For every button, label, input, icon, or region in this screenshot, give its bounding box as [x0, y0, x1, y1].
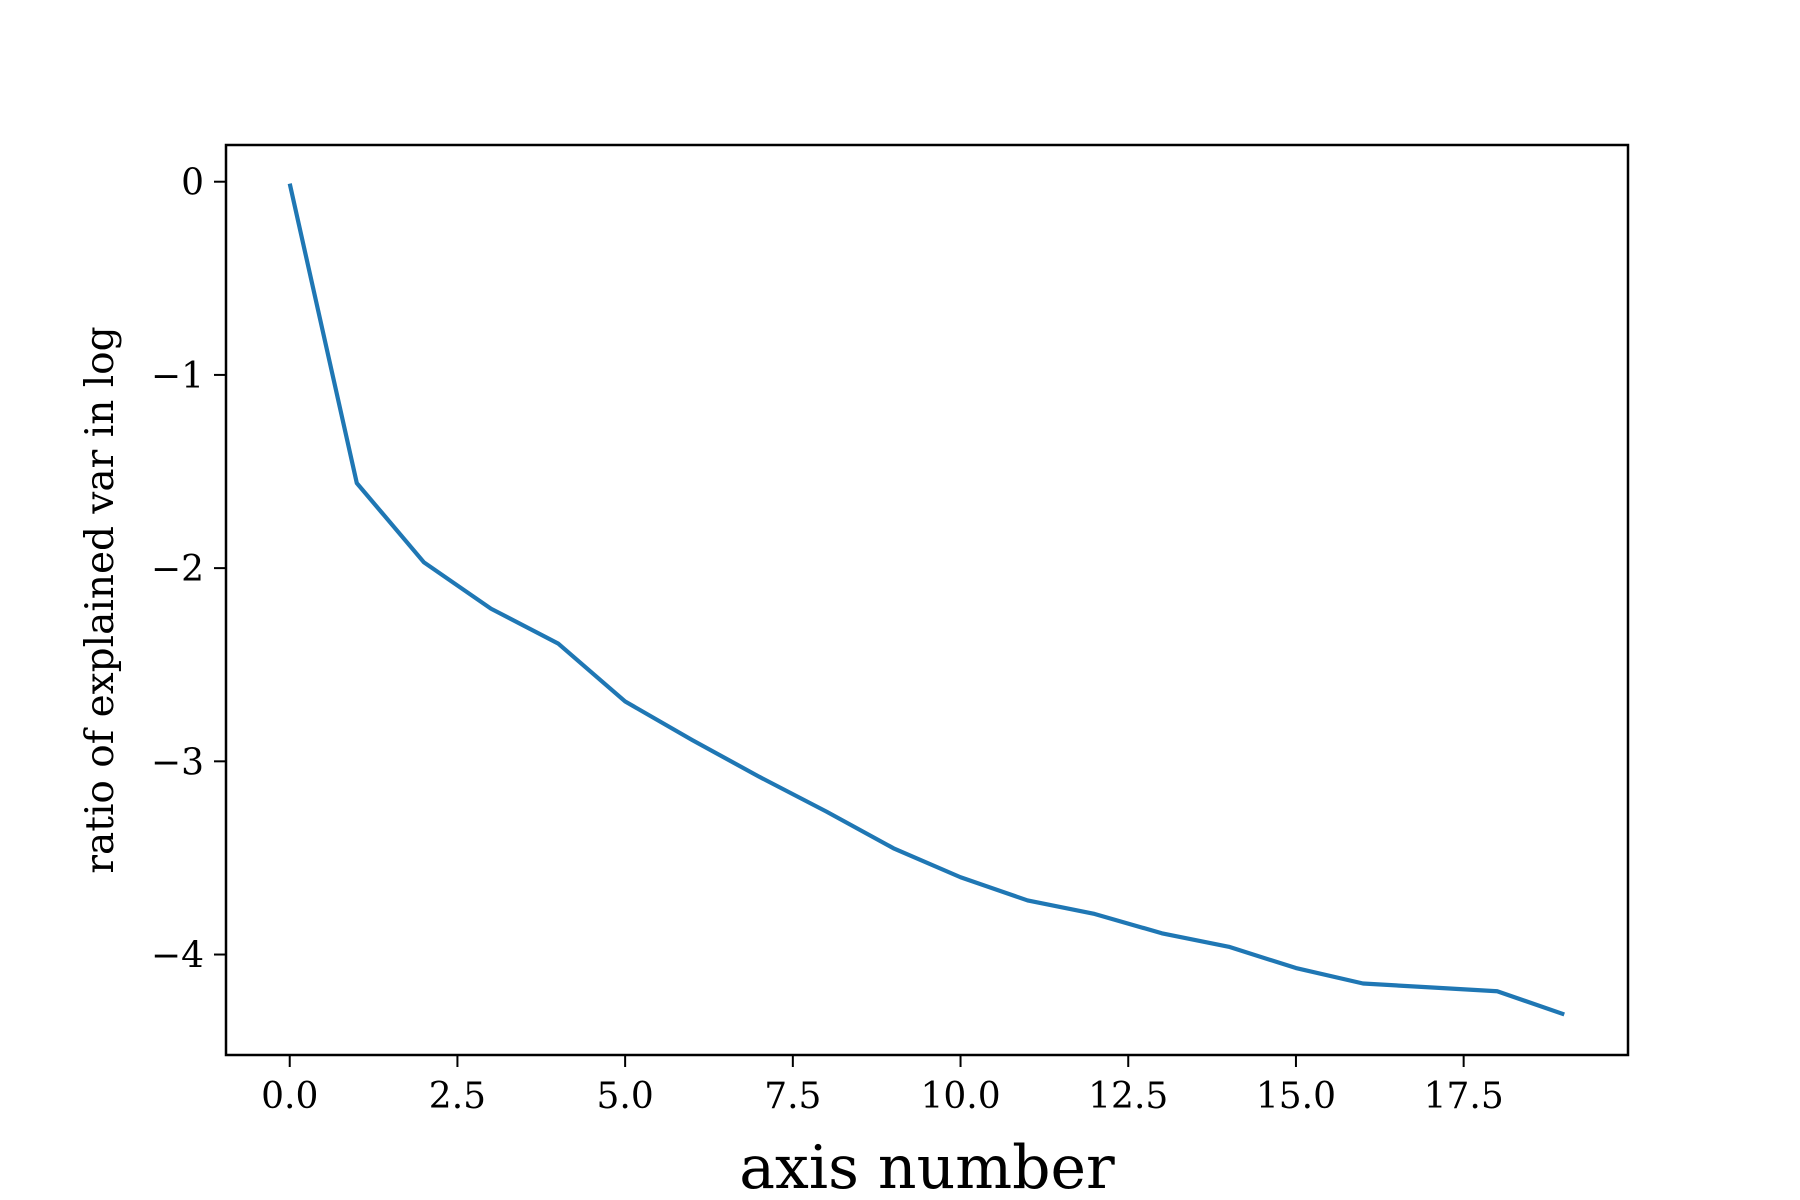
- y-axis: 0 −1 −2 −3 −4: [151, 163, 226, 977]
- x-axis-label: axis number: [739, 1133, 1115, 1200]
- x-tick-label: 5.0: [597, 1076, 654, 1117]
- y-tick-label: 0: [181, 163, 204, 204]
- series-line-1: [287, 183, 1565, 1017]
- x-tick-label: 7.5: [764, 1076, 821, 1117]
- x-tick-label: 15.0: [1256, 1076, 1336, 1117]
- x-tick-label: 17.5: [1424, 1076, 1504, 1117]
- y-tick-label: −2: [151, 549, 204, 590]
- x-tick-label: 10.0: [920, 1076, 1000, 1117]
- plot-frame: [224, 143, 1630, 1057]
- x-axis: 0.0 2.5 5.0 7.5 10.0 12.5 15.0 17.5: [261, 1055, 1504, 1117]
- y-tick-label: −3: [151, 742, 204, 783]
- x-tick-label: 12.5: [1088, 1076, 1168, 1117]
- y-tick-label: −4: [151, 936, 204, 977]
- y-axis-label: ratio of explained var in log: [78, 326, 123, 873]
- y-tick-label: −1: [151, 356, 204, 397]
- plot-area: [287, 183, 1565, 1017]
- x-tick-label: 0.0: [261, 1076, 318, 1117]
- x-tick-label: 2.5: [429, 1076, 486, 1117]
